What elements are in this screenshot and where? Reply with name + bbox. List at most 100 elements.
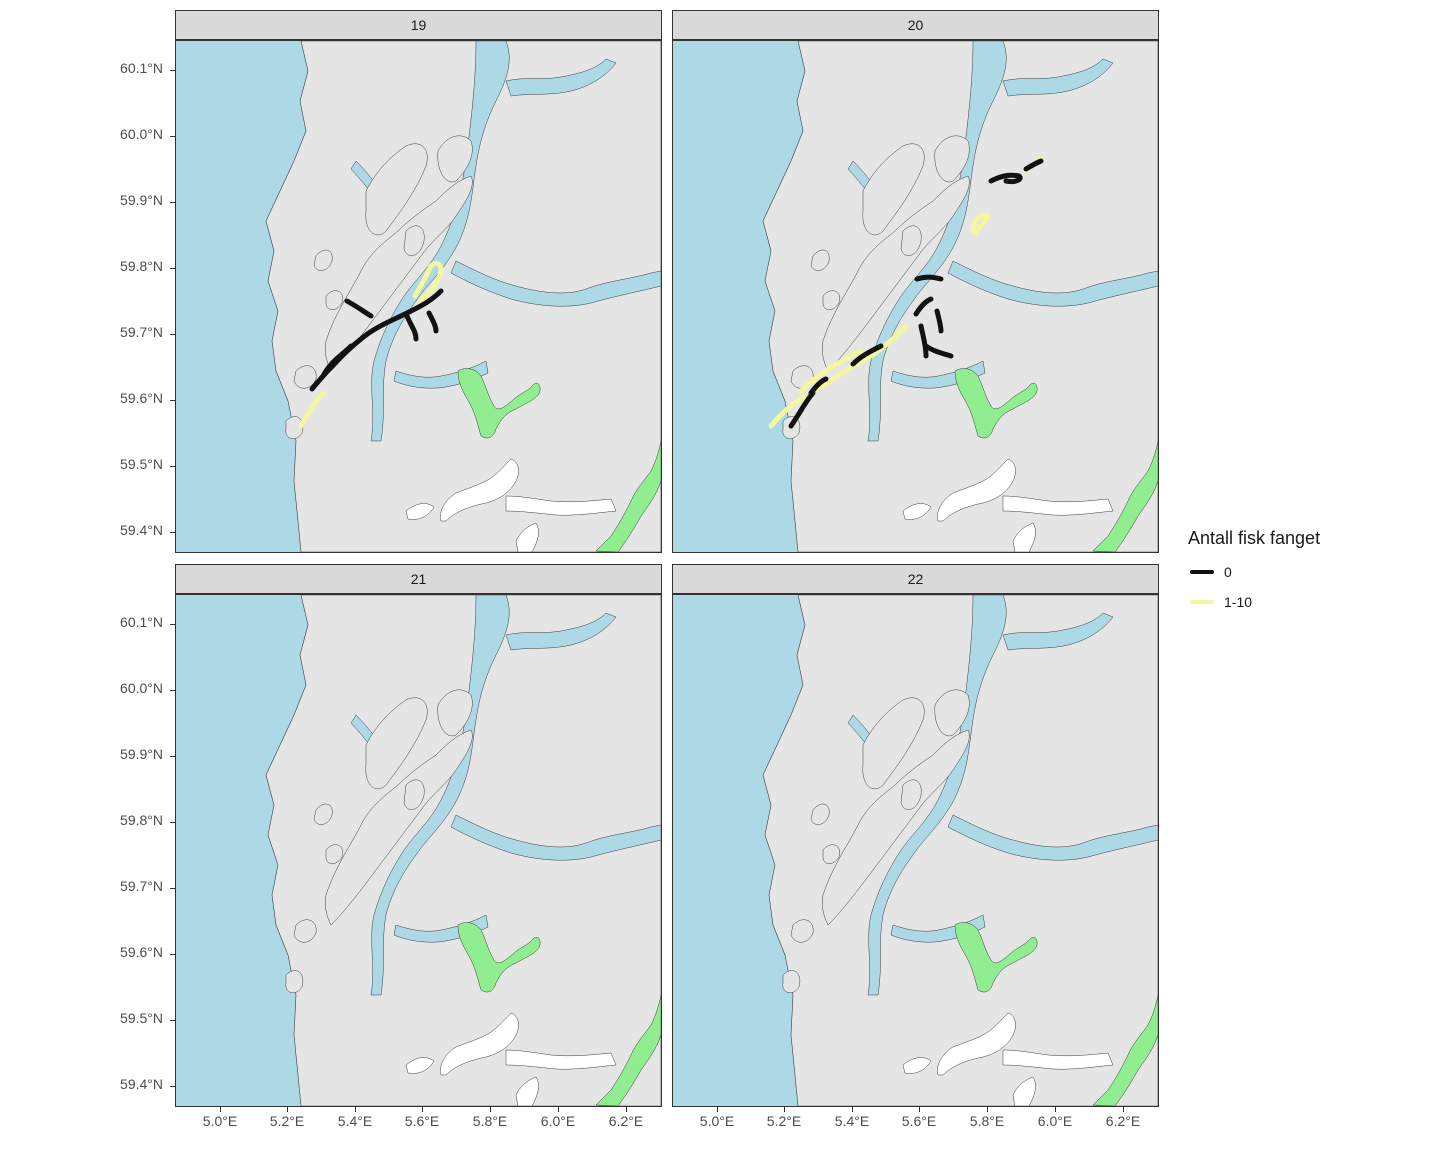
y-tick-mark — [170, 756, 175, 757]
legend-key-1 — [1188, 591, 1216, 613]
y-tick-label: 59.5°N — [120, 1010, 163, 1026]
track-catch-1-10 — [298, 260, 444, 429]
y-tick-mark — [170, 466, 175, 467]
y-tick-mark — [170, 400, 175, 401]
legend: Antall fisk fanget 0 1-10 — [1188, 528, 1320, 610]
legend-item-1: 1-10 — [1188, 591, 1252, 613]
track-zero-catch — [309, 288, 444, 392]
y-tick-mark — [170, 954, 175, 955]
white-area — [405, 458, 617, 552]
x-tick-label: 6.0°E — [1037, 1113, 1073, 1129]
y-tick-label: 60.0°N — [120, 680, 163, 696]
y-tick-label: 59.6°N — [120, 944, 163, 960]
island-5 — [325, 844, 344, 864]
mainland — [265, 595, 661, 1106]
facet-strip-label: 20 — [672, 10, 1159, 41]
green-river — [595, 994, 661, 1106]
y-tick-label: 59.7°N — [120, 324, 163, 340]
x-tick-label: 5.4°E — [834, 1113, 870, 1129]
fjord-2 — [947, 260, 1158, 307]
y-tick-mark — [170, 268, 175, 269]
island-4 — [810, 803, 830, 825]
y-tick-mark — [170, 624, 175, 625]
island-2 — [934, 689, 970, 737]
x-tick-mark — [717, 1107, 718, 1112]
x-tick-label: 5.2°E — [766, 1113, 802, 1129]
fjord-1 — [1002, 58, 1114, 97]
facet-strip-label: 22 — [672, 564, 1159, 595]
island-3 — [403, 779, 425, 810]
map-area — [175, 594, 662, 1107]
y-tick-mark — [170, 334, 175, 335]
y-tick-label: 60.1°N — [120, 614, 163, 630]
x-tick-label: 5.6°E — [901, 1113, 937, 1129]
mainland — [762, 595, 1158, 1106]
y-tick-mark — [170, 70, 175, 71]
mainland — [265, 41, 661, 552]
x-tick-label: 5.0°E — [202, 1113, 238, 1129]
y-tick-mark — [170, 1020, 175, 1021]
island-3 — [900, 225, 922, 256]
fjord-1 — [505, 612, 617, 651]
island-2 — [437, 135, 473, 183]
fjord-2 — [450, 814, 661, 861]
facet-strip-label: 21 — [175, 564, 662, 595]
legend-item-0: 0 — [1188, 561, 1232, 583]
map-svg — [265, 595, 661, 1106]
y-tick-label: 59.8°N — [120, 258, 163, 274]
x-tick-mark — [355, 1107, 356, 1112]
x-tick-label: 5.8°E — [969, 1113, 1005, 1129]
green-area — [457, 368, 541, 439]
island-5 — [822, 844, 841, 864]
x-tick-mark — [1055, 1107, 1056, 1112]
map-area — [672, 594, 1159, 1107]
island-4 — [313, 803, 333, 825]
fjord-2 — [450, 260, 661, 307]
fjord-2 — [947, 814, 1158, 861]
y-tick-mark — [170, 202, 175, 203]
green-area — [954, 368, 1038, 439]
island-1 — [862, 143, 925, 236]
white-area — [902, 458, 1114, 552]
island-4 — [313, 249, 333, 271]
x-tick-mark — [1123, 1107, 1124, 1112]
map-area — [175, 40, 662, 553]
fjord-1 — [505, 58, 617, 97]
map-svg — [762, 41, 1158, 552]
legend-label-0: 0 — [1224, 564, 1232, 580]
facet-panel-22: 22 — [672, 564, 1159, 1107]
y-tick-mark — [170, 1086, 175, 1087]
green-area — [954, 922, 1038, 993]
y-tick-mark — [170, 136, 175, 137]
island-5 — [325, 290, 344, 310]
y-tick-mark — [170, 822, 175, 823]
x-tick-label: 5.4°E — [337, 1113, 373, 1129]
island-7 — [285, 416, 304, 440]
y-tick-label: 59.4°N — [120, 522, 163, 538]
facet-strip-label: 19 — [175, 10, 662, 41]
island-2 — [934, 135, 970, 183]
island-0 — [821, 729, 970, 926]
y-tick-label: 59.7°N — [120, 878, 163, 894]
green-river — [595, 440, 661, 552]
island-3 — [900, 779, 922, 810]
x-tick-mark — [987, 1107, 988, 1112]
x-tick-label: 5.0°E — [699, 1113, 735, 1129]
y-tick-mark — [170, 690, 175, 691]
white-area — [405, 1012, 617, 1106]
y-tick-label: 59.9°N — [120, 746, 163, 762]
fjord-1 — [1002, 612, 1114, 651]
x-tick-mark — [852, 1107, 853, 1112]
facet-panel-21: 21 — [175, 564, 662, 1107]
island-3 — [403, 225, 425, 256]
x-tick-mark — [558, 1107, 559, 1112]
island-5 — [822, 290, 841, 310]
track-zero-catch — [788, 158, 1044, 429]
legend-label-1: 1-10 — [1224, 594, 1253, 610]
white-area — [902, 1012, 1114, 1106]
island-2 — [437, 689, 473, 737]
y-tick-label: 59.9°N — [120, 192, 163, 208]
x-tick-label: 6.0°E — [540, 1113, 576, 1129]
island-1 — [365, 697, 428, 790]
x-tick-mark — [626, 1107, 627, 1112]
